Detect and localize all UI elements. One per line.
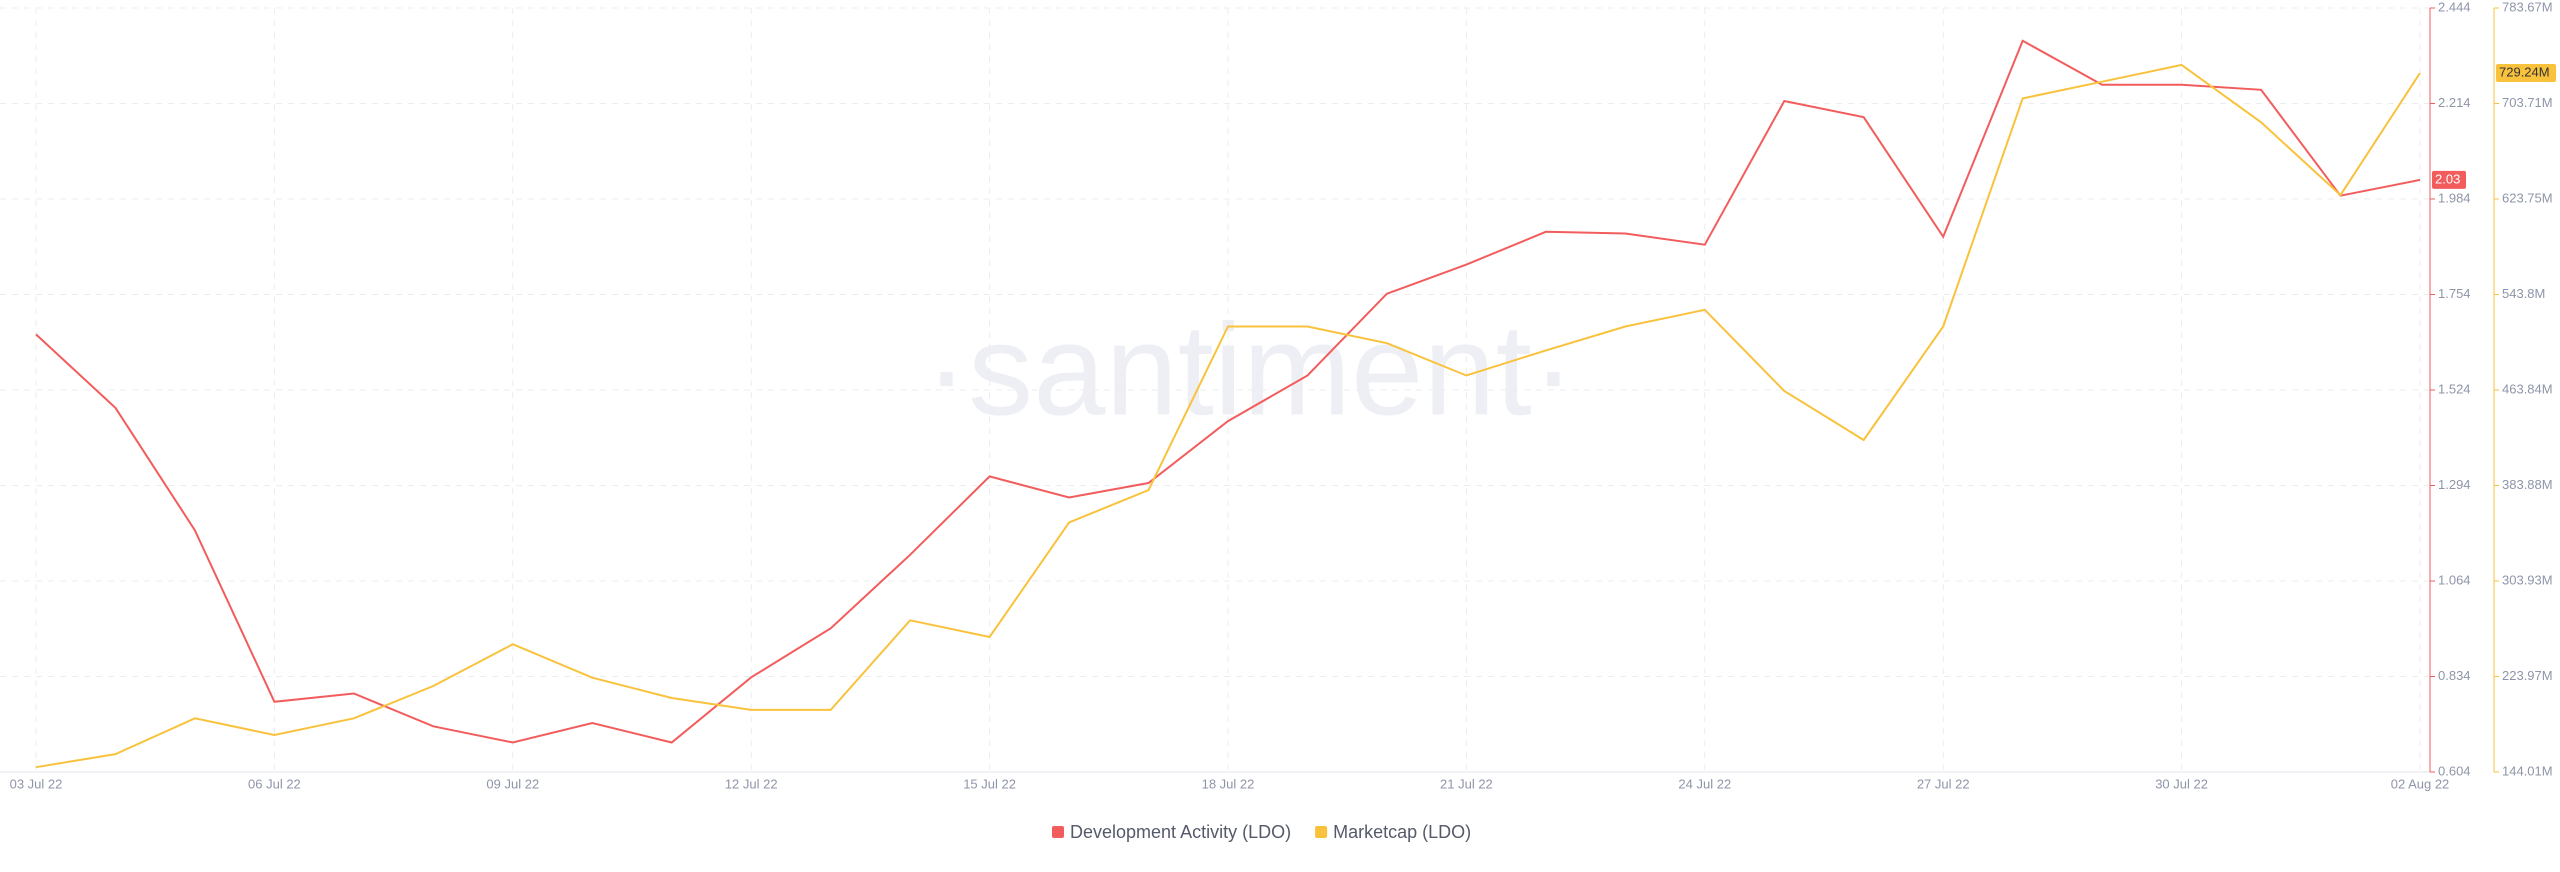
y-tick-label: 0.834 xyxy=(2438,668,2471,683)
y2-tick-label: 623.75M xyxy=(2502,190,2553,205)
legend-label: Marketcap (LDO) xyxy=(1333,822,1471,842)
x-tick-label: 27 Jul 22 xyxy=(1917,776,1970,791)
x-tick-label: 09 Jul 22 xyxy=(486,776,539,791)
last-value-label: 2.03 xyxy=(2435,171,2460,186)
x-tick-label: 02 Aug 22 xyxy=(2391,776,2450,791)
y-tick-label: 1.294 xyxy=(2438,477,2471,492)
x-tick-label: 15 Jul 22 xyxy=(963,776,1016,791)
y-tick-label: 1.984 xyxy=(2438,190,2471,205)
series-line xyxy=(35,39,2421,744)
x-tick-label: 12 Jul 22 xyxy=(725,776,778,791)
y2-tick-label: 303.93M xyxy=(2502,572,2553,587)
x-tick-label: 21 Jul 22 xyxy=(1440,776,1493,791)
y-tick-label: 2.444 xyxy=(2438,0,2471,14)
y2-tick-label: 223.97M xyxy=(2502,668,2553,683)
x-tick-label: 18 Jul 22 xyxy=(1202,776,1255,791)
legend-swatch xyxy=(1052,826,1064,838)
y2-tick-label: 543.8M xyxy=(2502,286,2545,301)
y2-tick-label: 703.71M xyxy=(2502,95,2553,110)
last-value-tag xyxy=(2432,170,2466,189)
y2-tick-label: 144.01M xyxy=(2502,763,2553,778)
x-tick-label: 03 Jul 22 xyxy=(10,776,63,791)
x-tick-label: 24 Jul 22 xyxy=(1678,776,1731,791)
x-tick-label: 30 Jul 22 xyxy=(2155,776,2208,791)
last-value-label: 729.24M xyxy=(2499,64,2550,79)
legend-swatch xyxy=(1315,826,1328,838)
y-tick-label: 0.604 xyxy=(2438,763,2471,778)
y2-tick-label: 783.67M xyxy=(2502,0,2553,14)
y-tick-label: 2.214 xyxy=(2438,95,2471,110)
y-tick-label: 1.064 xyxy=(2438,572,2471,587)
y2-tick-label: 463.84M xyxy=(2502,381,2553,396)
series-line xyxy=(35,63,2421,769)
last-value-tag xyxy=(2496,64,2556,83)
y2-tick-label: 383.88M xyxy=(2502,477,2553,492)
y-tick-label: 1.524 xyxy=(2438,381,2471,396)
x-tick-label: 06 Jul 22 xyxy=(248,776,301,791)
watermark: ·santiment· xyxy=(925,296,1575,442)
legend-label: Development Activity (LDO) xyxy=(1070,822,1291,842)
y-tick-label: 1.754 xyxy=(2438,286,2471,301)
